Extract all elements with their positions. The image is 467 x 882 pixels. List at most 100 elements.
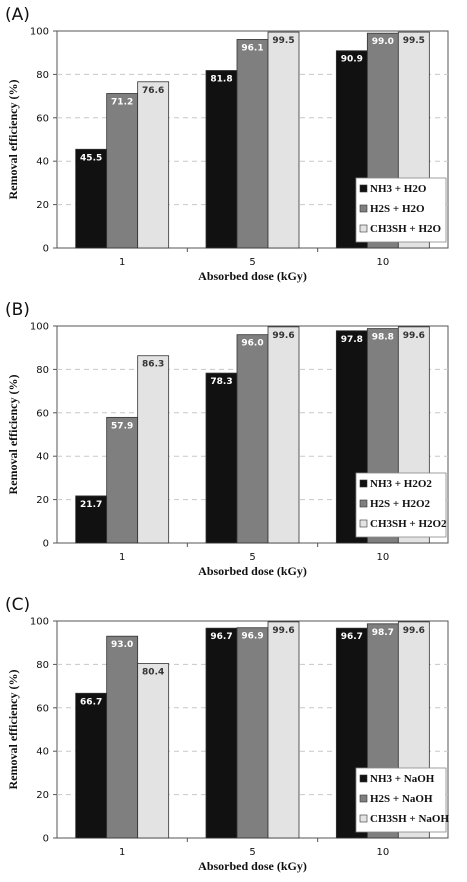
x-tick-label: 5 (249, 257, 255, 268)
legend-swatch (359, 184, 368, 193)
panel-label: (C) (5, 595, 30, 615)
bar-value-label: 57.9 (111, 421, 133, 431)
bar-value-label: 21.7 (80, 500, 102, 510)
bar (236, 627, 269, 839)
bar (137, 81, 170, 249)
x-tick-label: 5 (249, 552, 255, 563)
legend-swatch (359, 204, 368, 213)
x-tick-label: 1 (119, 847, 125, 858)
bar-value-label: 93.0 (111, 640, 133, 650)
chart-panel-2: (B) 0 20 40 60 80 100 Removal efficiency (%) 21.… (5, 300, 449, 578)
y-tick-label: 20 (36, 495, 49, 506)
x-tick-label: 10 (376, 847, 389, 858)
bar (267, 621, 300, 839)
legend-swatch (359, 224, 368, 233)
bar-value-label: 78.3 (210, 377, 232, 387)
legend-label: CH3SH + H2O (370, 223, 441, 235)
y-tick-label: 80 (36, 365, 49, 376)
bar (106, 93, 139, 249)
legend: NH3 + H2O H2S + H2O CH3SH + H2O (355, 177, 447, 243)
legend-box (355, 472, 447, 538)
bar-value-label: 90.9 (341, 55, 363, 65)
y-tick-label: 60 (36, 408, 49, 419)
legend-label: NH3 + NaOH (370, 773, 435, 785)
y-tick-label: 20 (36, 200, 49, 211)
bar-value-label: 96.7 (210, 632, 232, 642)
chart-panel-3: (C) 0 20 40 60 80 100 Removal efficiency (%) 66.… (5, 595, 449, 873)
bar-value-label: 80.4 (142, 668, 164, 678)
x-tick-label: 1 (119, 257, 125, 268)
y-tick-label: 60 (36, 703, 49, 714)
x-axis-title: Absorbed dose (kGy) (198, 564, 307, 578)
y-axis-title: Removal efficiency (%) (6, 670, 20, 790)
bar-value-label: 99.6 (403, 626, 425, 636)
y-tick-label: 40 (36, 157, 49, 168)
bar (236, 334, 269, 544)
bar (205, 372, 238, 544)
legend-label: NH3 + H2O (370, 183, 427, 195)
bar (75, 692, 108, 839)
bar-value-label: 66.7 (80, 697, 102, 707)
y-tick-label: 0 (43, 539, 49, 550)
legend-swatch (359, 774, 368, 783)
y-tick-label: 100 (30, 617, 49, 628)
legend: NH3 + H2O2 H2S + H2O2 CH3SH + H2O2 (355, 472, 447, 538)
legend-label: CH3SH + NaOH (370, 813, 449, 825)
legend-label: H2S + H2O (370, 203, 425, 215)
legend-label: H2S + NaOH (370, 793, 433, 805)
bar (205, 627, 238, 839)
bar (267, 326, 300, 544)
bar-value-label: 86.3 (142, 360, 164, 370)
bar-value-label: 99.5 (403, 36, 425, 46)
bar-value-label: 76.6 (142, 86, 164, 96)
y-axis-title: Removal efficiency (%) (6, 375, 20, 495)
x-tick-label: 10 (376, 552, 389, 563)
legend-box (355, 177, 447, 243)
bar (137, 355, 170, 544)
y-tick-label: 20 (36, 790, 49, 801)
bar (106, 635, 139, 839)
bar-value-label: 97.8 (341, 335, 363, 345)
bar (75, 148, 108, 249)
legend-swatch (359, 499, 368, 508)
bar-value-label: 99.6 (272, 626, 294, 636)
panel-label: (B) (5, 300, 30, 320)
bar-value-label: 71.2 (111, 97, 133, 107)
bar (137, 663, 170, 839)
bar (267, 31, 300, 249)
x-tick-label: 10 (376, 257, 389, 268)
legend-box (355, 767, 447, 833)
bar (106, 416, 139, 544)
y-tick-label: 100 (30, 27, 49, 38)
y-tick-label: 40 (36, 747, 49, 758)
bar-value-label: 99.5 (272, 36, 294, 46)
legend-label: CH3SH + H2O2 (370, 518, 447, 530)
bar-value-label: 96.0 (241, 339, 263, 349)
y-tick-label: 0 (43, 834, 49, 845)
y-tick-label: 40 (36, 452, 49, 463)
y-tick-label: 80 (36, 660, 49, 671)
x-tick-label: 1 (119, 552, 125, 563)
bar-value-label: 98.7 (372, 628, 394, 638)
chart-panel-1: (A) 0 20 40 60 80 100 Removal efficiency (%) 45.… (5, 5, 449, 283)
legend-swatch (359, 519, 368, 528)
y-tick-label: 60 (36, 113, 49, 124)
y-tick-label: 100 (30, 322, 49, 333)
legend: NH3 + NaOH H2S + NaOH CH3SH + NaOH (355, 767, 449, 833)
bar-value-label: 99.6 (403, 331, 425, 341)
bar-value-label: 96.1 (241, 43, 263, 53)
bar-value-label: 96.9 (241, 632, 263, 642)
bar-value-label: 99.6 (272, 331, 294, 341)
bar (236, 39, 269, 249)
x-tick-label: 5 (249, 847, 255, 858)
legend-swatch (359, 479, 368, 488)
legend-label: NH3 + H2O2 (370, 478, 432, 490)
y-tick-label: 80 (36, 70, 49, 81)
bar-value-label: 45.5 (80, 153, 102, 163)
bar-value-label: 98.8 (372, 333, 394, 343)
x-axis-title: Absorbed dose (kGy) (198, 269, 307, 283)
legend-swatch (359, 814, 368, 823)
bar-value-label: 96.7 (341, 632, 363, 642)
y-axis-title: Removal efficiency (%) (6, 80, 20, 200)
